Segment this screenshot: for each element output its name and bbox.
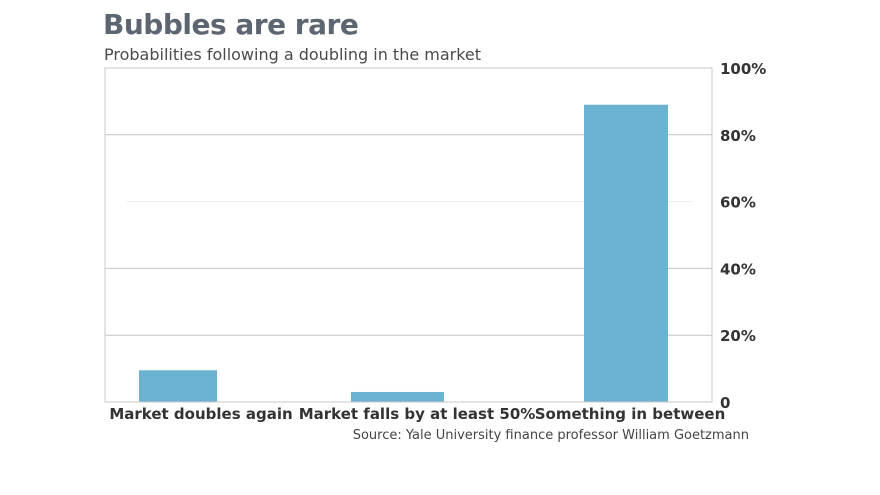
y-tick-label: 0 bbox=[720, 394, 730, 412]
bar bbox=[584, 104, 668, 403]
chart-title: Bubbles are rare bbox=[103, 8, 359, 41]
x-category-label: Market falls by at least 50% bbox=[299, 405, 536, 423]
chart-subtitle: Probabilities following a doubling in th… bbox=[104, 45, 482, 64]
x-axis-categories: Market doubles again Market falls by at l… bbox=[109, 405, 725, 423]
y-tick-label: 100% bbox=[720, 60, 766, 78]
source-note: Source: Yale University finance professo… bbox=[352, 428, 749, 443]
bar bbox=[139, 370, 217, 402]
y-tick-label: 80% bbox=[720, 127, 756, 145]
bars bbox=[139, 104, 668, 403]
y-tick-label: 40% bbox=[720, 260, 756, 278]
y-tick-label: 60% bbox=[720, 194, 756, 212]
bar bbox=[351, 391, 444, 402]
plot-frame bbox=[104, 67, 713, 403]
y-tick-label: 20% bbox=[720, 327, 756, 345]
y-axis-ticks: 0 20% 40% 60% 80% 100% bbox=[720, 60, 766, 412]
x-category-label: Something in between bbox=[535, 405, 726, 423]
x-category-label: Market doubles again bbox=[109, 405, 292, 423]
